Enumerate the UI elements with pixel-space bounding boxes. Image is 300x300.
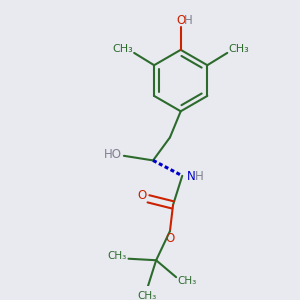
Text: CH₃: CH₃	[112, 44, 133, 54]
Text: O: O	[176, 14, 185, 26]
Text: N: N	[187, 170, 196, 183]
Text: H: H	[194, 170, 203, 183]
Text: O: O	[137, 189, 146, 202]
Text: H: H	[184, 14, 193, 26]
Text: O: O	[165, 232, 175, 245]
Text: CH₃: CH₃	[178, 276, 197, 286]
Text: CH₃: CH₃	[229, 44, 249, 54]
Text: HO: HO	[103, 148, 122, 161]
Text: CH₃: CH₃	[137, 291, 157, 300]
Text: CH₃: CH₃	[108, 250, 127, 261]
